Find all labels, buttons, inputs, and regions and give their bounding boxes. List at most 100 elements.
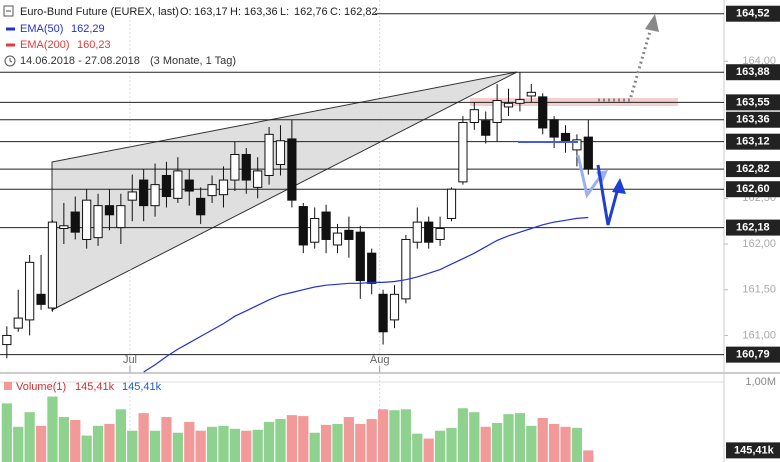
candle-body bbox=[161, 174, 172, 198]
candle-body bbox=[184, 179, 194, 192]
volume-bar bbox=[560, 426, 571, 462]
candle-body bbox=[2, 334, 12, 346]
ohlc-label: C: bbox=[330, 6, 341, 18]
header: Euro-Bund Future (EUREX, last) EMA(50) 1… bbox=[3, 5, 378, 393]
candle-body bbox=[481, 120, 491, 136]
volume-bar bbox=[514, 413, 526, 462]
volume-bar bbox=[583, 450, 594, 462]
volume-bar bbox=[355, 423, 366, 462]
volume-bar bbox=[206, 426, 218, 462]
candle-body bbox=[218, 179, 229, 196]
volume-bar bbox=[70, 420, 81, 462]
level-label: 162,82 bbox=[736, 163, 770, 175]
volume-bar bbox=[412, 433, 423, 462]
volume-bar bbox=[469, 412, 480, 462]
x-tick-label: Jul bbox=[123, 354, 137, 366]
candle-body bbox=[82, 199, 92, 240]
candle-body bbox=[503, 102, 514, 108]
volume-label: Volume(1) bbox=[16, 381, 66, 393]
volume-bar bbox=[503, 414, 514, 462]
arrow-head bbox=[612, 178, 626, 194]
level-box bbox=[726, 64, 780, 81]
volume-bar bbox=[92, 425, 104, 462]
ema-line bbox=[143, 216, 589, 373]
volume-bar bbox=[366, 419, 377, 462]
candles bbox=[1, 72, 594, 462]
level-label: 163,36 bbox=[736, 114, 770, 126]
level-label: 163,55 bbox=[736, 96, 770, 108]
candle-body bbox=[13, 317, 23, 329]
volume-bar bbox=[263, 421, 275, 462]
level-box bbox=[726, 346, 780, 363]
candle-body bbox=[367, 252, 377, 284]
candle-body bbox=[321, 211, 331, 240]
volume-bar bbox=[161, 417, 172, 462]
volume-bar bbox=[47, 396, 58, 462]
candle-body bbox=[173, 170, 183, 199]
candle-body bbox=[59, 225, 69, 230]
levels bbox=[0, 13, 724, 356]
volume-bar bbox=[343, 417, 355, 462]
volume-bar bbox=[58, 417, 69, 462]
volume-bar bbox=[480, 426, 491, 462]
y-tick-label: 164,00 bbox=[742, 55, 776, 67]
level-label: 164,52 bbox=[736, 8, 770, 20]
volume-bar bbox=[172, 432, 183, 462]
volume-bar bbox=[434, 430, 446, 462]
volume-bar bbox=[1, 403, 12, 462]
level-box bbox=[726, 181, 780, 198]
volume-bar bbox=[138, 413, 149, 462]
volume-bar bbox=[24, 412, 35, 462]
candle-body bbox=[344, 229, 354, 240]
candle-body bbox=[139, 179, 149, 207]
clock-icon bbox=[9, 58, 13, 63]
volume-bar bbox=[149, 430, 161, 462]
volume-value: 145,41k bbox=[75, 381, 115, 393]
volume-bar bbox=[81, 435, 92, 462]
volume-bar bbox=[286, 415, 298, 462]
candle-body bbox=[538, 96, 548, 129]
candle-body bbox=[47, 221, 58, 309]
level-box bbox=[726, 133, 780, 150]
candle-body bbox=[355, 231, 365, 282]
date-range: 14.06.2018 - 27.08.2018 bbox=[20, 55, 140, 67]
volume-bar bbox=[548, 423, 560, 462]
ohlc-value: 163,36 bbox=[244, 6, 278, 18]
level-box bbox=[726, 111, 780, 128]
candle-body bbox=[104, 205, 115, 216]
candle-body bbox=[310, 217, 320, 243]
icon bbox=[3, 5, 14, 17]
ohlc-label: O: bbox=[180, 6, 192, 18]
volume-bar bbox=[526, 425, 537, 462]
axis: Jul Aug161,00161,50162,00162,50164,001,00… bbox=[123, 5, 780, 459]
period: (3 Monate, 1 Tag) bbox=[150, 55, 236, 67]
candle-body bbox=[150, 184, 160, 207]
level-label: 162,60 bbox=[736, 183, 770, 195]
volume-bar bbox=[389, 410, 400, 462]
candle-body bbox=[572, 139, 582, 151]
candle-body bbox=[435, 228, 445, 240]
volume-bar bbox=[298, 416, 309, 462]
volume-bar bbox=[446, 427, 457, 462]
legend-value: 160,23 bbox=[77, 39, 111, 51]
candle-body bbox=[93, 205, 103, 239]
volume-bar bbox=[400, 409, 412, 462]
volume-bar bbox=[218, 425, 229, 462]
candle-body bbox=[515, 99, 525, 104]
projection-up bbox=[598, 27, 653, 102]
candle-body bbox=[583, 136, 593, 170]
candle-body bbox=[401, 238, 411, 300]
candle-body bbox=[36, 293, 46, 305]
volume-bar bbox=[35, 425, 47, 462]
chart-title: Euro-Bund Future (EUREX, last) bbox=[20, 6, 179, 18]
legend-label: EMA(200) bbox=[20, 39, 70, 51]
ohlc-value: 163,17 bbox=[194, 6, 228, 18]
candle-body bbox=[264, 133, 274, 176]
volume-bar bbox=[457, 408, 469, 462]
candle-body bbox=[196, 197, 206, 216]
x-tick-label: Aug bbox=[370, 354, 390, 366]
volume-bar bbox=[13, 426, 24, 462]
candle-body bbox=[560, 132, 571, 143]
volume-bar bbox=[184, 421, 195, 462]
